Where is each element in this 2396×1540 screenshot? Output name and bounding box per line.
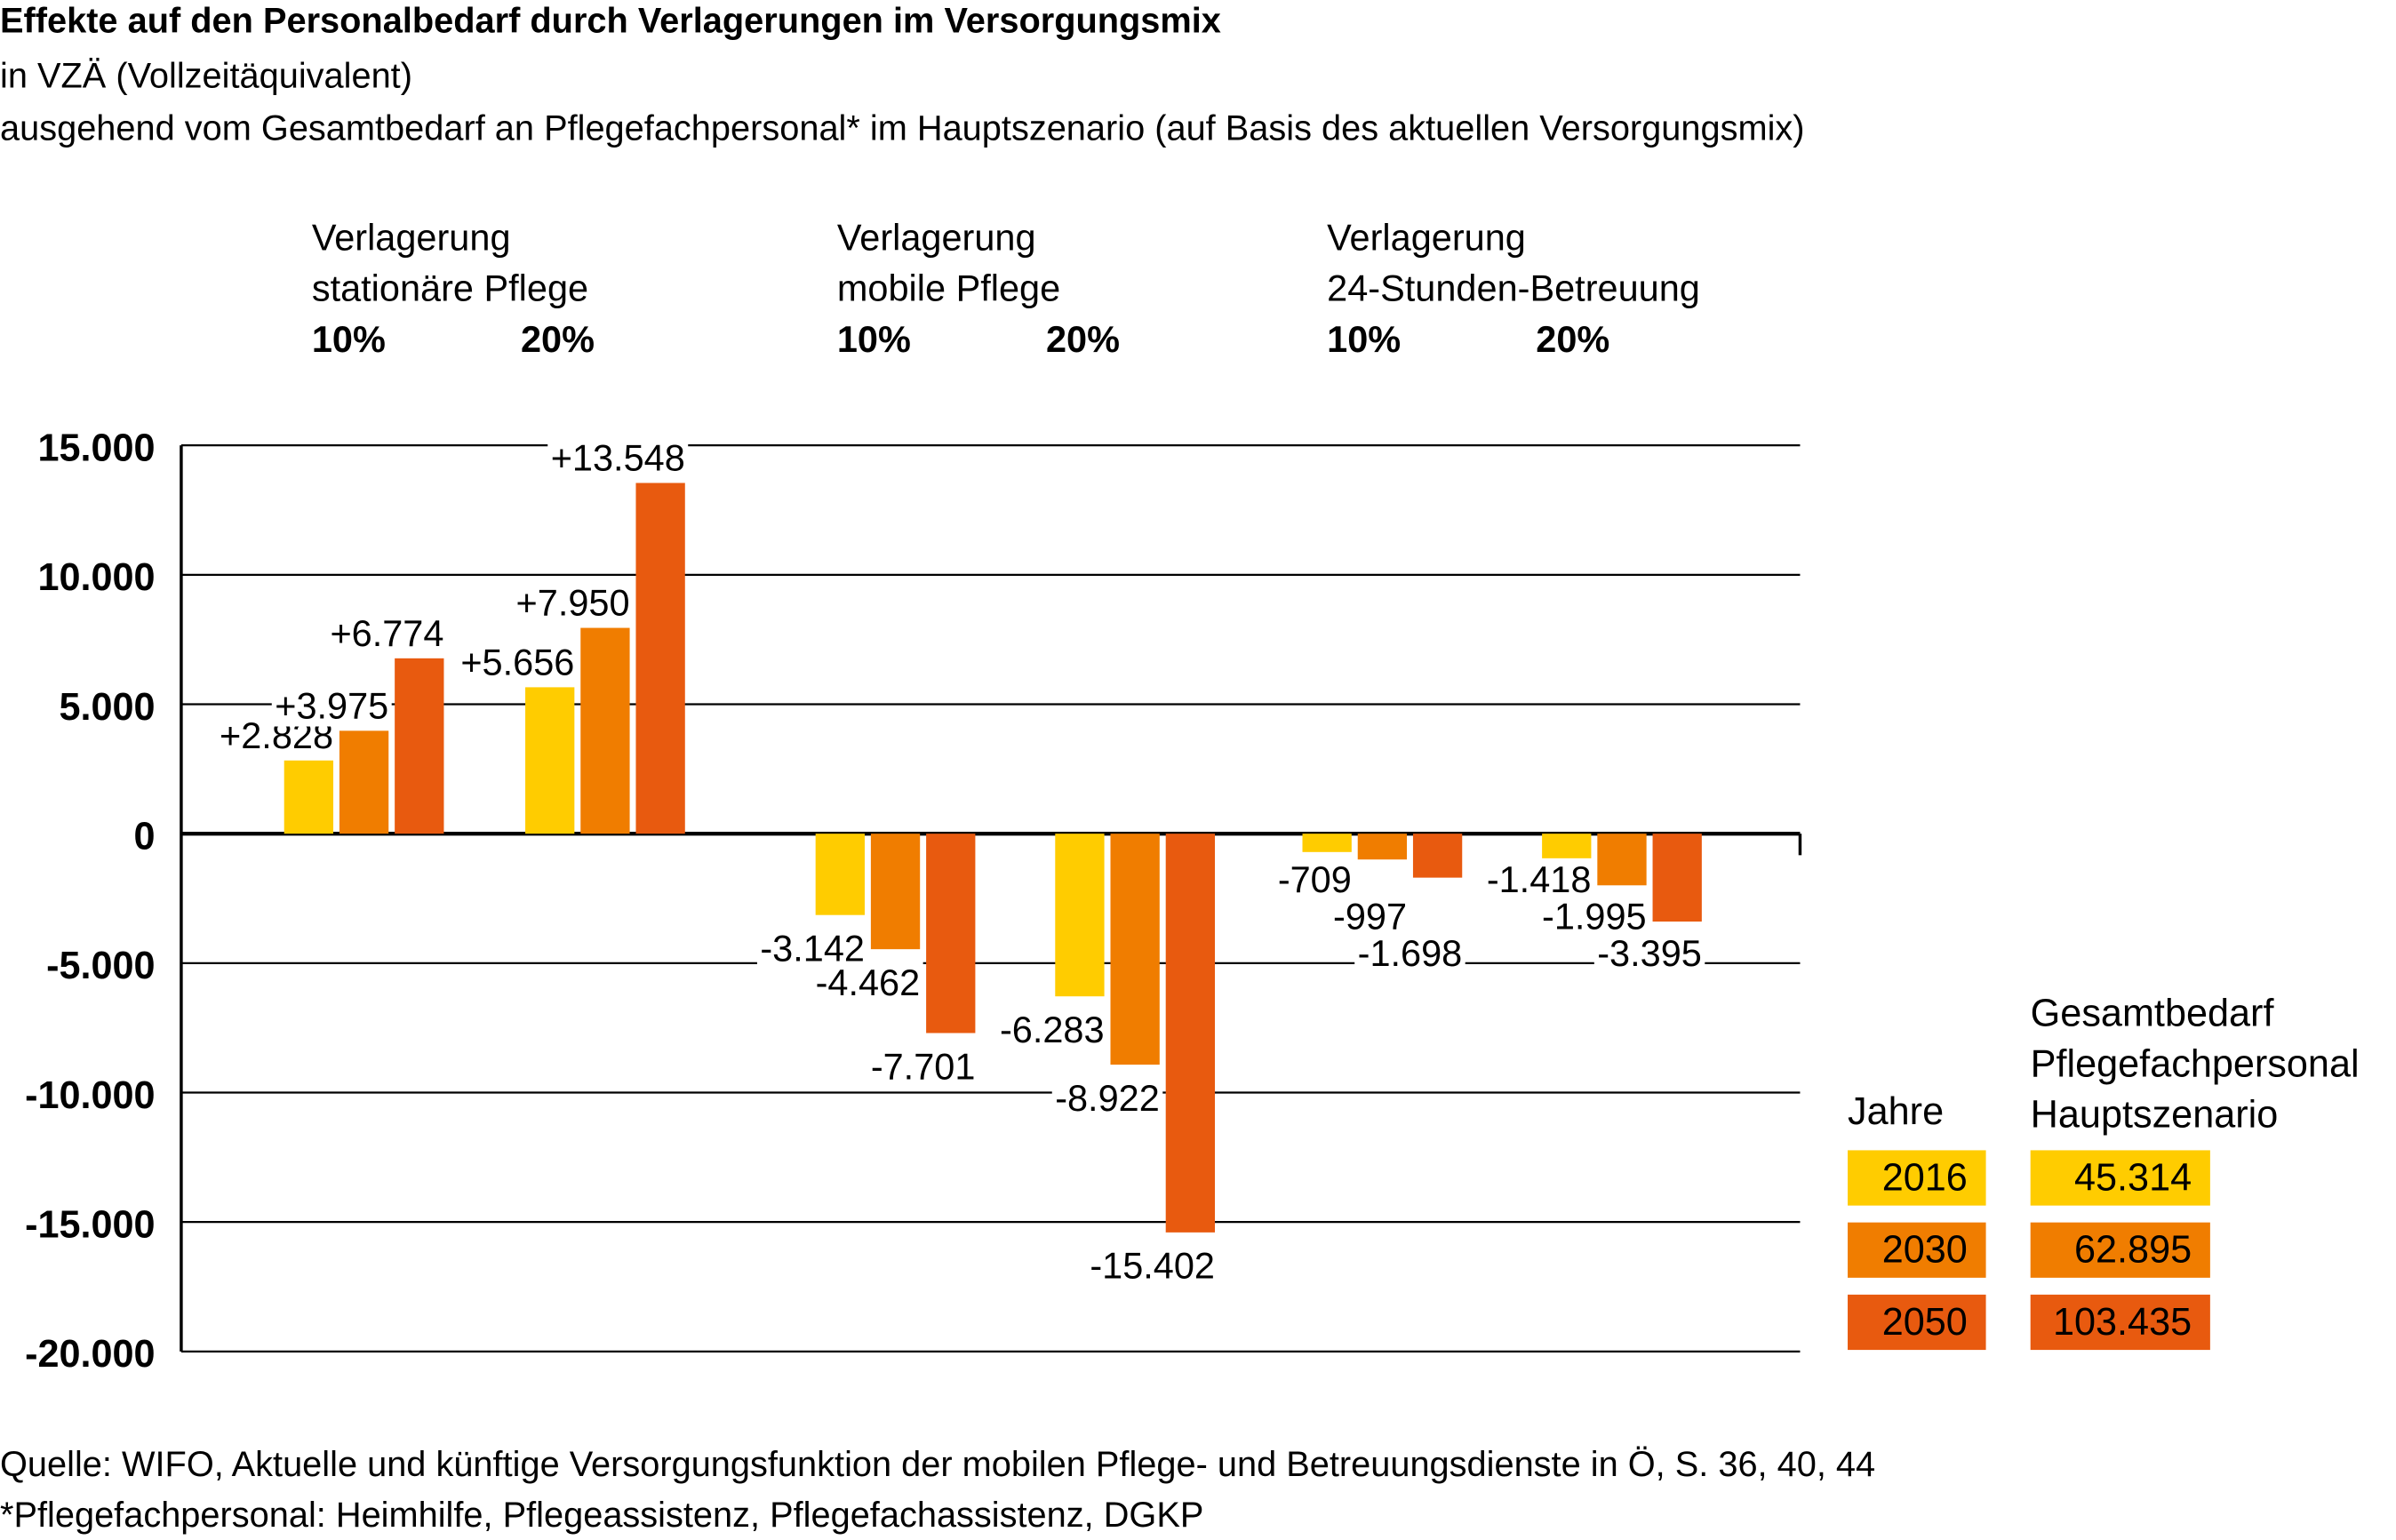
y-tick-label: 15.000 [37,427,155,469]
y-tick-label: -15.000 [25,1203,155,1246]
legend-total-title-line: Gesamtbedarf [2030,992,2274,1035]
data-label: +6.774 [330,612,443,654]
chart-subtitle-unit: in VZÄ (Vollzeitäquivalent) [0,55,412,96]
legend-total-title-line: Hauptszenario [2030,1093,2279,1137]
group-header-line2: stationäre Pflege [311,268,589,311]
y-tick-label: 5.000 [59,686,155,729]
data-label-bg [271,684,392,727]
bar-2016 [525,687,575,834]
data-label-bg [326,611,447,654]
group-header-stationaer: Verlagerung stationäre Pflege 10% 20% [312,213,595,365]
y-tick-label: 0 [134,815,156,858]
legend-total-2050: 103.435 [2030,1294,2210,1351]
bar-2016 [284,760,334,834]
legend-year-2050: 2050 [1848,1294,1986,1351]
data-label: -4.462 [816,962,921,1003]
pct-10: 10% [311,319,386,362]
bar-2030 [870,834,921,950]
data-label: +13.548 [551,437,685,479]
bar-2050 [926,834,976,1033]
data-label-bg [1274,858,1355,900]
pct-20: 20% [520,319,595,362]
group-header-line2: 24-Stunden-Betreuung [1327,268,1700,311]
data-label: -15.402 [1090,1245,1215,1287]
source-note: Quelle: WIFO, Aktuelle und künftige Vers… [0,1443,1876,1484]
bar-2050 [1652,834,1702,922]
group-header-line1: Verlagerung [1327,218,1526,260]
footnote: *Pflegefachpersonal: Heimhilfe, Pflegeas… [0,1494,1204,1535]
bar-2016 [1302,834,1352,852]
bar-2030 [1357,834,1408,860]
bar-2030 [1597,834,1647,886]
data-label-bg [1593,931,1705,974]
bar-2050 [395,658,444,834]
legend-total-2016: 45.314 [2030,1150,2210,1206]
legend-total-title: Gesamtbedarf Pflegefachpersonal Hauptsze… [2031,989,2360,1141]
bar-2016 [815,834,865,915]
bar-2050 [1165,834,1216,1233]
group-header-24h: Verlagerung 24-Stunden-Betreuung 10% 20% [1327,213,1700,365]
group-header-line2: mobile Pflege [836,268,1061,311]
bar-2016 [1055,834,1105,997]
bar-2050 [635,483,685,834]
group-header-line1: Verlagerung [836,218,1036,260]
data-label: +5.656 [460,642,574,683]
pct-20: 20% [1045,319,1121,362]
data-label-bg [996,1009,1108,1051]
chart-subtitle-basis: ausgehend vom Gesamtbedarf an Pflegefach… [0,107,1805,148]
pct-10: 10% [1327,319,1402,362]
data-label: -709 [1278,858,1352,900]
legend-year-2016: 2016 [1848,1150,1986,1206]
data-label: -1.995 [1542,895,1647,937]
data-label-bg [457,641,578,683]
legend-year-2030: 2030 [1848,1222,1986,1278]
y-tick-label: -10.000 [25,1074,155,1117]
data-label: -6.283 [1000,1009,1105,1050]
data-label: +7.950 [516,582,630,624]
data-label: -7.701 [871,1045,976,1087]
pct-20: 20% [1536,319,1610,362]
data-label-bg [1051,1076,1163,1119]
group-header-line1: Verlagerung [311,218,511,260]
pct-10: 10% [836,319,911,362]
data-label-bg [1330,895,1410,938]
data-label-bg [513,581,634,624]
data-label: -997 [1333,895,1407,937]
y-tick-label: 10.000 [37,556,155,599]
data-label-bg [1086,1244,1218,1287]
data-label-bg [547,436,689,479]
data-label-bg [812,962,923,1004]
bar-2030 [339,730,389,834]
legend-total-title-line: Pflegefachpersonal [2030,1042,2360,1086]
data-label: -1.698 [1358,932,1463,974]
data-label-bg [1483,858,1594,900]
bar-2050 [1412,834,1463,878]
bar-2030 [1110,834,1160,1065]
data-label: -8.922 [1055,1077,1160,1119]
data-label: +3.975 [275,685,388,727]
y-tick-label: -5.000 [46,945,155,987]
group-header-mobil: Verlagerung mobile Pflege 10% 20% [837,213,1120,365]
chart-title: Effekte auf den Personalbedarf durch Ver… [0,0,1221,40]
data-label-bg [1354,931,1466,974]
data-label-bg [867,1045,978,1088]
y-tick-label: -20.000 [25,1333,155,1376]
data-label: -3.395 [1597,932,1702,974]
data-label: -1.418 [1487,858,1592,900]
data-label-bg [1538,895,1650,938]
legend-total-2030: 62.895 [2030,1222,2210,1278]
bar-2030 [580,627,630,834]
legend-years-title: Jahre [1848,1090,1945,1134]
